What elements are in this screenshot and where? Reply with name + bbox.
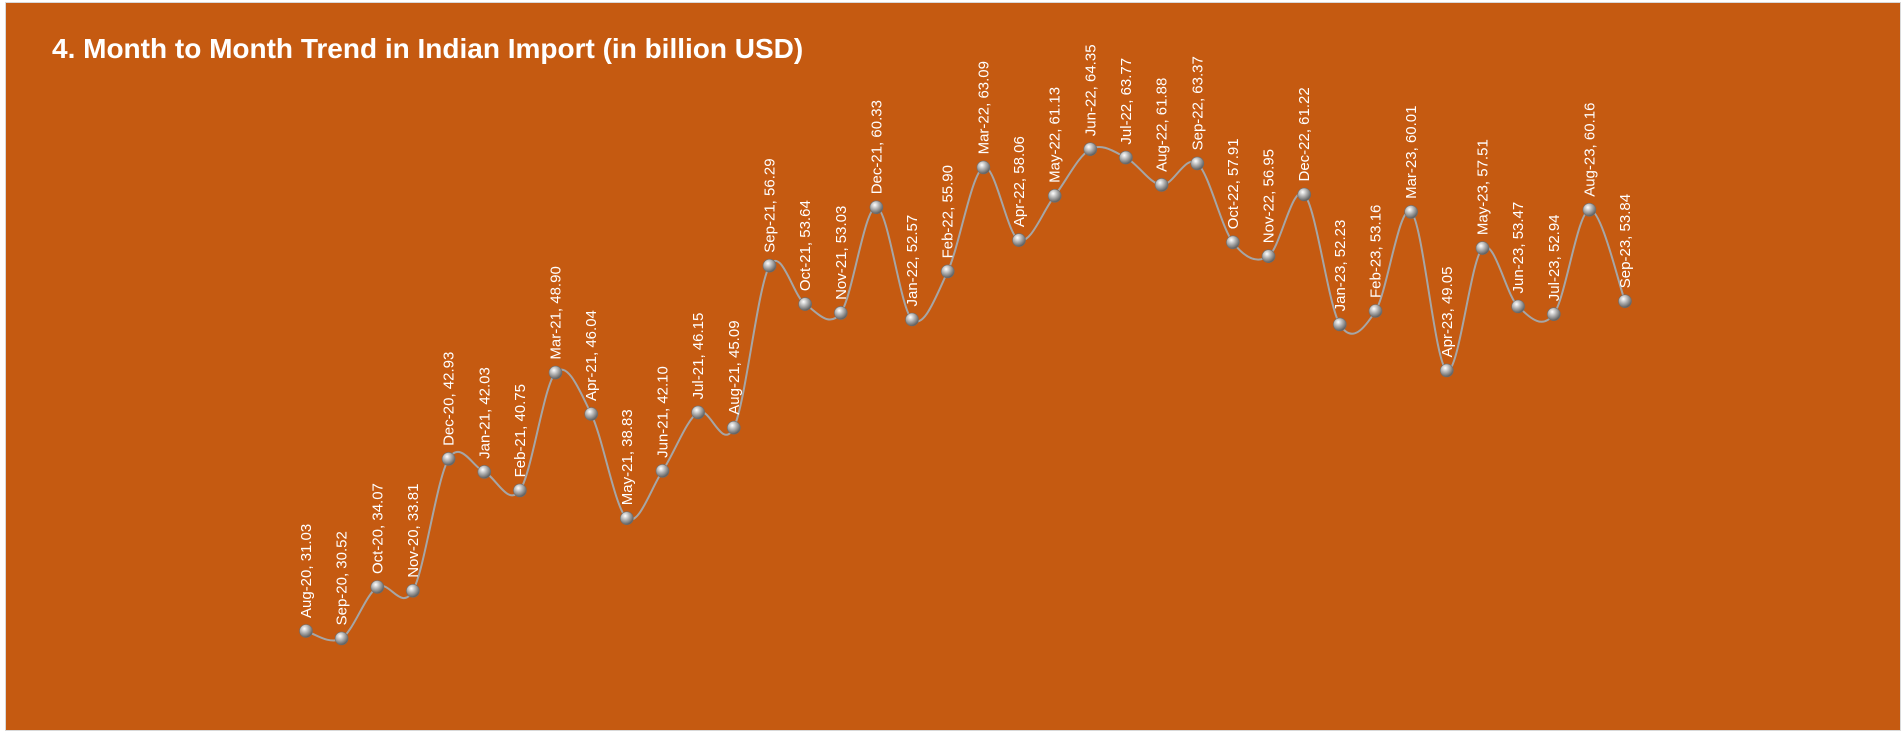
data-point (1190, 156, 1205, 171)
data-point (1368, 304, 1383, 318)
data-point (1547, 307, 1561, 322)
data-point (1333, 317, 1347, 332)
data-label: Oct-22, 57.91 (1225, 138, 1242, 229)
data-point (1618, 294, 1632, 309)
data-label: Dec-20, 42.93 (441, 352, 458, 446)
data-point (940, 264, 955, 279)
data-label: May-22, 61.13 (1047, 87, 1064, 183)
data-point (584, 407, 599, 421)
data-label: Aug-22, 61.88 (1154, 78, 1171, 172)
data-label: Jul-22, 63.77 (1118, 58, 1135, 145)
data-point (869, 200, 884, 215)
chart-panel: 4. Month to Month Trend in Indian Import… (5, 2, 1901, 731)
data-point (1475, 241, 1490, 255)
data-label: Aug-23, 60.16 (1581, 103, 1598, 197)
data-label: Dec-21, 60.33 (868, 100, 885, 194)
data-point (548, 365, 563, 380)
data-point (655, 464, 670, 478)
data-label: Jan-22, 52.57 (904, 215, 921, 307)
data-label: Mar-23, 60.01 (1403, 106, 1420, 199)
series-line (305, 145, 1626, 642)
data-label: May-21, 38.83 (619, 409, 636, 505)
data-point (1154, 178, 1169, 192)
data-point (1582, 203, 1597, 217)
data-label: Jul-21, 46.15 (690, 313, 707, 400)
data-label: Nov-21, 53.03 (833, 206, 850, 300)
data-label: Apr-23, 49.05 (1439, 266, 1456, 357)
data-label: Jan-21, 42.03 (476, 367, 493, 459)
data-point (1261, 249, 1276, 264)
data-point (762, 258, 777, 273)
data-label: Aug-21, 45.09 (726, 320, 743, 414)
data-point (513, 483, 527, 498)
data-label: Sep-21, 56.29 (762, 158, 779, 252)
data-label: Dec-22, 61.22 (1296, 87, 1313, 181)
data-label: Jul-23, 52.94 (1546, 214, 1563, 301)
data-label: Apr-21, 46.04 (583, 310, 600, 401)
data-point (726, 420, 741, 435)
data-point (619, 511, 634, 526)
data-point (477, 465, 492, 479)
data-label: Mar-22, 63.09 (975, 61, 992, 154)
data-label: Aug-20, 31.03 (298, 524, 315, 618)
data-point (1297, 187, 1311, 202)
data-label: Apr-22, 58.06 (1011, 136, 1028, 227)
data-point (334, 631, 349, 646)
data-label: Oct-20, 34.07 (369, 483, 386, 574)
data-point (441, 452, 456, 466)
data-label: May-23, 57.51 (1475, 139, 1492, 235)
data-point (299, 624, 313, 638)
data-point (798, 297, 812, 311)
data-point (1119, 150, 1133, 165)
data-label: Oct-21, 53.64 (797, 200, 814, 291)
chart-title: 4. Month to Month Trend in Indian Import… (52, 33, 804, 64)
data-point (370, 580, 385, 594)
data-point (1083, 142, 1098, 156)
data-label: Nov-22, 56.95 (1261, 149, 1278, 243)
data-point (1440, 363, 1454, 378)
data-point (1404, 205, 1418, 219)
data-label: Jan-23, 52.23 (1332, 220, 1349, 312)
data-label: Jun-23, 53.47 (1510, 202, 1527, 294)
data-label: Mar-21, 48.90 (548, 266, 565, 359)
data-point (833, 306, 848, 320)
data-label: Jun-22, 64.35 (1082, 44, 1099, 136)
data-point (1226, 235, 1240, 250)
data-label: Sep-20, 30.52 (334, 531, 351, 625)
data-label: Feb-21, 40.75 (512, 384, 529, 477)
data-point (691, 405, 705, 420)
data-point (905, 312, 919, 327)
data-point (1511, 299, 1525, 314)
data-label: Sep-22, 63.37 (1189, 56, 1206, 150)
data-point (1012, 233, 1026, 247)
data-label: Jun-21, 42.10 (655, 366, 672, 458)
data-label: Sep-23, 53.84 (1617, 194, 1634, 288)
data-label: Feb-23, 53.16 (1368, 205, 1385, 298)
data-point (1047, 189, 1062, 203)
data-point (406, 583, 420, 598)
data-point (976, 160, 991, 175)
data-label: Nov-20, 33.81 (405, 484, 422, 578)
data-label: Feb-22, 55.90 (940, 165, 957, 258)
